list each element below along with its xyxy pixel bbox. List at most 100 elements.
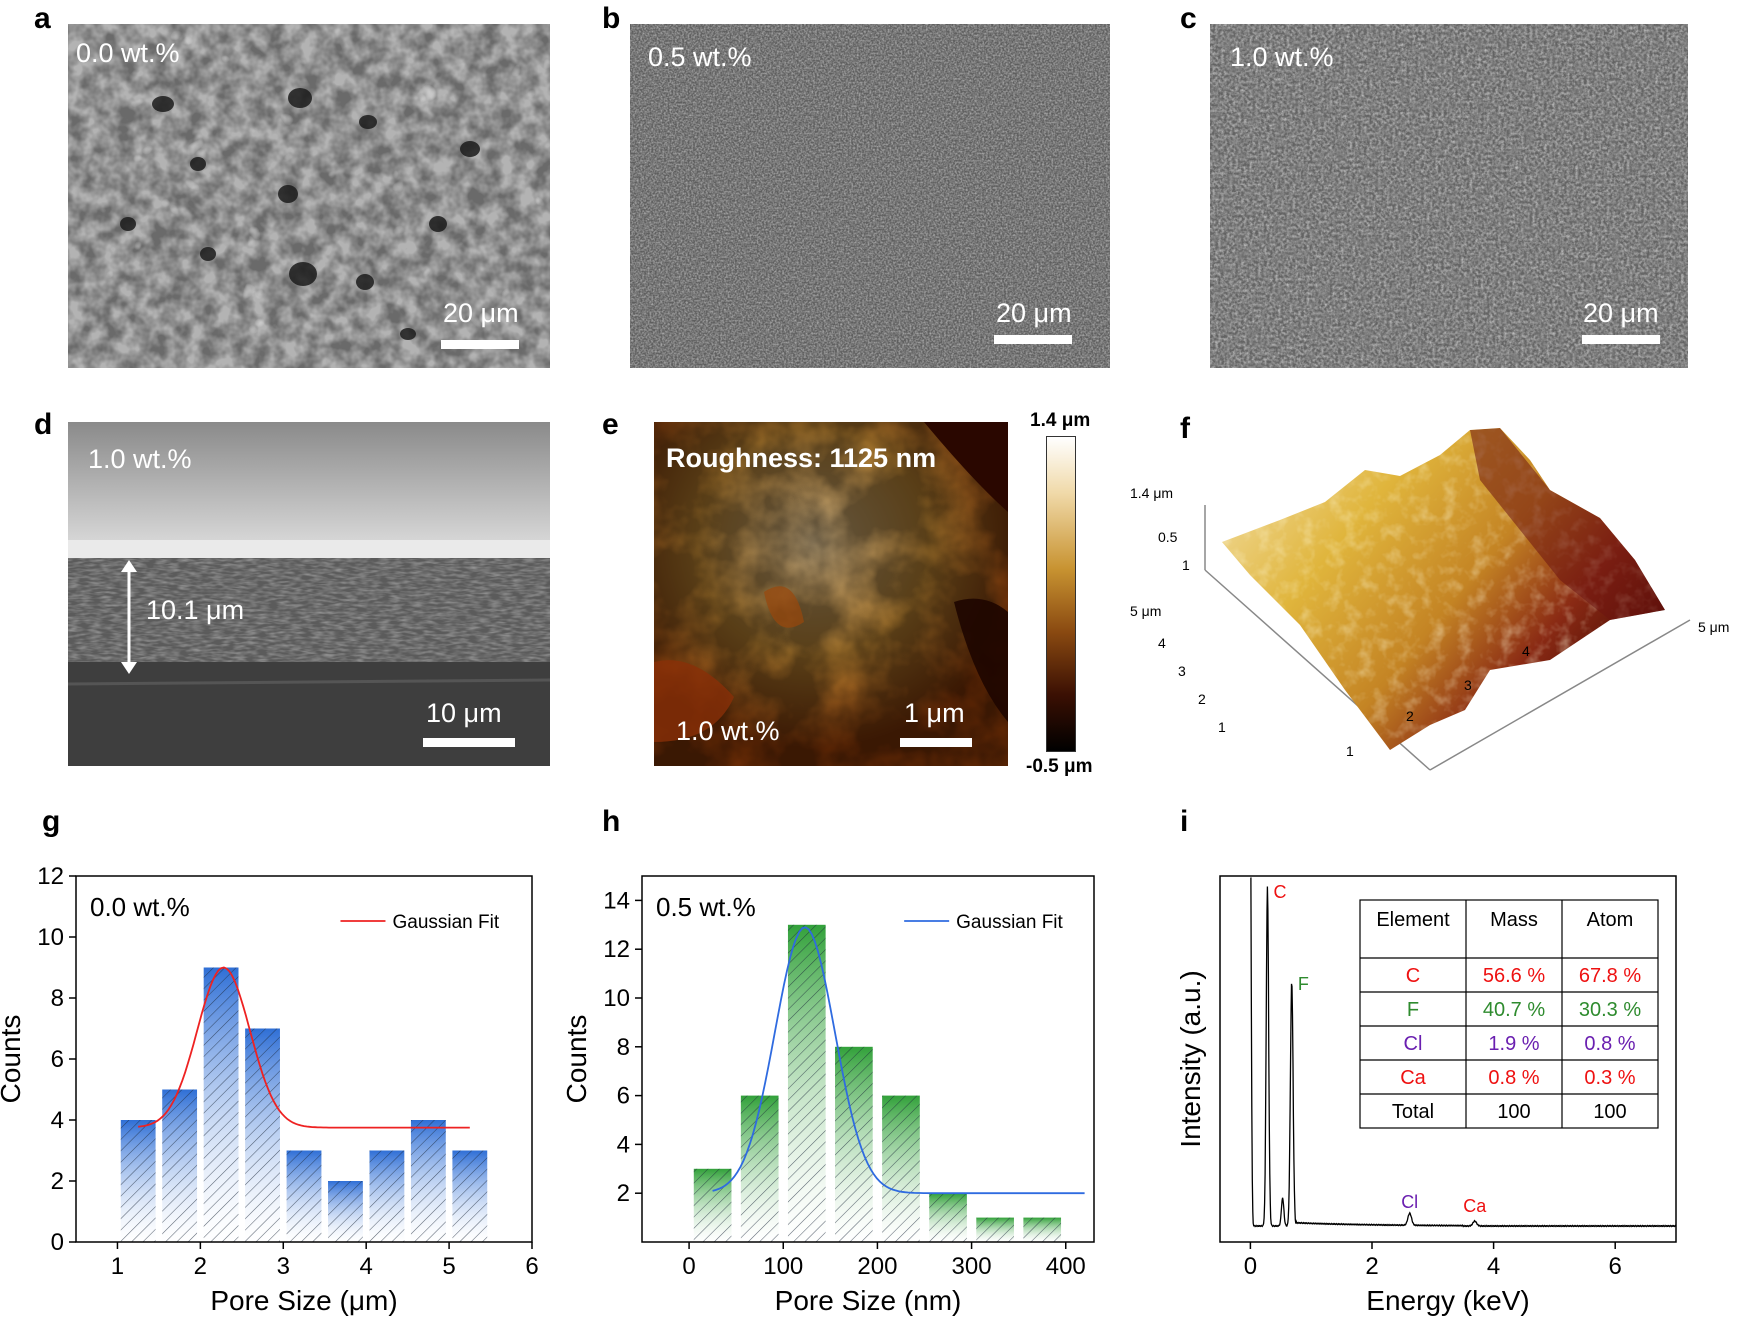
scalebar-c (1582, 335, 1660, 344)
y-axis-title: Counts (0, 1015, 26, 1104)
y-axis-title: Intensity (a.u.) (1175, 970, 1206, 1147)
f-x-tick-1: 1 (1346, 743, 1354, 759)
bar-hatch (369, 1150, 405, 1242)
panel-label-c: c (1180, 2, 1197, 35)
table-cell: 1.9 % (1488, 1033, 1539, 1055)
scalebar-text-c: 20 μm (1583, 298, 1659, 328)
x-tick-label: 4 (360, 1253, 373, 1280)
table-header: Atom (1587, 909, 1634, 931)
gaussian-fit-line (712, 926, 1085, 1195)
panel-label-a: a (34, 2, 51, 35)
x-tick-label: 2 (1365, 1253, 1378, 1280)
bar-hatch (835, 1046, 873, 1242)
spectrum-line (1250, 877, 1677, 1228)
peak-label-Ca: Ca (1463, 1196, 1487, 1216)
scalebar-d (423, 738, 515, 747)
scalebar-text-d: 10 μm (426, 698, 502, 728)
legend-label: Gaussian Fit (392, 912, 499, 933)
x-tick-label: 1 (111, 1253, 124, 1280)
bar-hatch (787, 924, 826, 1242)
y-tick-label: 14 (603, 887, 630, 914)
f-x-tick-2: 2 (1406, 708, 1414, 724)
bar-hatch (740, 1095, 779, 1242)
table-cell: 40.7 % (1483, 999, 1545, 1021)
y-tick-label: 10 (37, 924, 64, 951)
legend-label: Gaussian Fit (956, 912, 1063, 933)
sample-annotation: 0.5 wt.% (656, 892, 756, 922)
afm-3d-surface: 1.4 μm 0.5 1 5 μm 5 μm 4 3 2 1 1 2 3 4 (1130, 428, 1729, 771)
panel-label-h: h (602, 805, 621, 838)
bar-hatch (693, 1168, 732, 1242)
bar-hatch (1023, 1217, 1062, 1242)
f-z-mid: 0.5 (1158, 529, 1178, 545)
f-x-max: 5 μm (1698, 619, 1729, 635)
y-tick-label: 10 (603, 985, 630, 1012)
table-cell: 0.8 % (1584, 1033, 1635, 1055)
f-x-tick-4: 4 (1522, 643, 1530, 659)
bar-hatch (328, 1181, 363, 1242)
scalebar-text-e: 1 μm (904, 698, 965, 728)
x-tick-label: 5 (442, 1253, 455, 1280)
f-z-min: 1 (1182, 557, 1190, 573)
table-cell: 100 (1593, 1101, 1626, 1123)
y-axis-title: Counts (561, 1015, 592, 1104)
plot-frame (641, 875, 1095, 1243)
label-a: 0.0 wt.% (76, 38, 180, 68)
table-cell: Cl (1404, 1033, 1423, 1055)
plot-frame (1219, 875, 1677, 1243)
scalebar-b (994, 335, 1072, 344)
x-tick-label: 3 (277, 1253, 290, 1280)
y-tick-label: 12 (603, 936, 630, 963)
peak-label-F: F (1298, 974, 1309, 994)
panel-label-b: b (602, 2, 621, 35)
y-tick-label: 6 (617, 1083, 630, 1110)
panel-label-f: f (1180, 412, 1190, 445)
afm-colorbar (1046, 436, 1076, 752)
bar-hatch (120, 1120, 156, 1242)
scalebar-text-b: 20 μm (996, 298, 1072, 328)
f-z-max: 1.4 μm (1130, 485, 1173, 501)
bar-hatch (245, 1028, 280, 1242)
table-header: Mass (1490, 909, 1538, 931)
x-tick-label: 6 (525, 1253, 538, 1280)
x-axis-title: Pore Size (μm) (210, 1285, 397, 1316)
x-tick-label: 0 (682, 1253, 695, 1280)
table-cell: 56.6 % (1483, 965, 1545, 987)
f-y-tick-1: 1 (1218, 719, 1226, 735)
panel-label-i: i (1180, 805, 1189, 838)
label-e: 1.0 wt.% (676, 716, 780, 746)
sem-image-c (1210, 24, 1688, 368)
bar-hatch (162, 1089, 198, 1242)
panel-label-d: d (34, 408, 53, 441)
bar-hatch (882, 1095, 920, 1242)
y-tick-label: 4 (617, 1131, 630, 1158)
x-tick-label: 400 (1046, 1253, 1086, 1280)
roughness-label: Roughness: 1125 nm (666, 443, 937, 473)
sem-image-b (630, 24, 1110, 368)
afm-height-map (654, 422, 1008, 766)
colorbar-min-label: -0.5 μm (1026, 756, 1093, 777)
table-cell: 100 (1497, 1101, 1530, 1123)
label-c: 1.0 wt.% (1230, 42, 1334, 72)
peak-label-Cl: Cl (1401, 1192, 1418, 1212)
sem-texture-c (1210, 24, 1688, 368)
x-axis-title: Energy (keV) (1366, 1285, 1529, 1316)
gaussian-fit-line (138, 966, 470, 1129)
bar-hatch (203, 967, 239, 1242)
bar-hatch (929, 1193, 967, 1242)
table-cell: 0.3 % (1584, 1067, 1635, 1089)
table-cell: 0.8 % (1488, 1067, 1539, 1089)
y-tick-label: 2 (51, 1168, 64, 1195)
x-axis-title: Pore Size (nm) (775, 1285, 962, 1316)
sem-texture-b (630, 24, 1110, 368)
panel-label-g: g (42, 805, 61, 838)
bar-hatch (452, 1150, 488, 1242)
x-tick-label: 2 (194, 1253, 207, 1280)
sem-image-a (68, 24, 550, 368)
y-tick-label: 12 (37, 863, 64, 890)
table-cell: F (1407, 999, 1419, 1021)
thickness-arrow (121, 560, 137, 674)
scalebar-text-a: 20 μm (443, 298, 519, 328)
histogram-chart-h: 0 100 200 300 400 2 4 6 8 10 12 14 Pore Size (nm) Cou… (561, 875, 1095, 1316)
x-tick-label: 100 (763, 1253, 803, 1280)
